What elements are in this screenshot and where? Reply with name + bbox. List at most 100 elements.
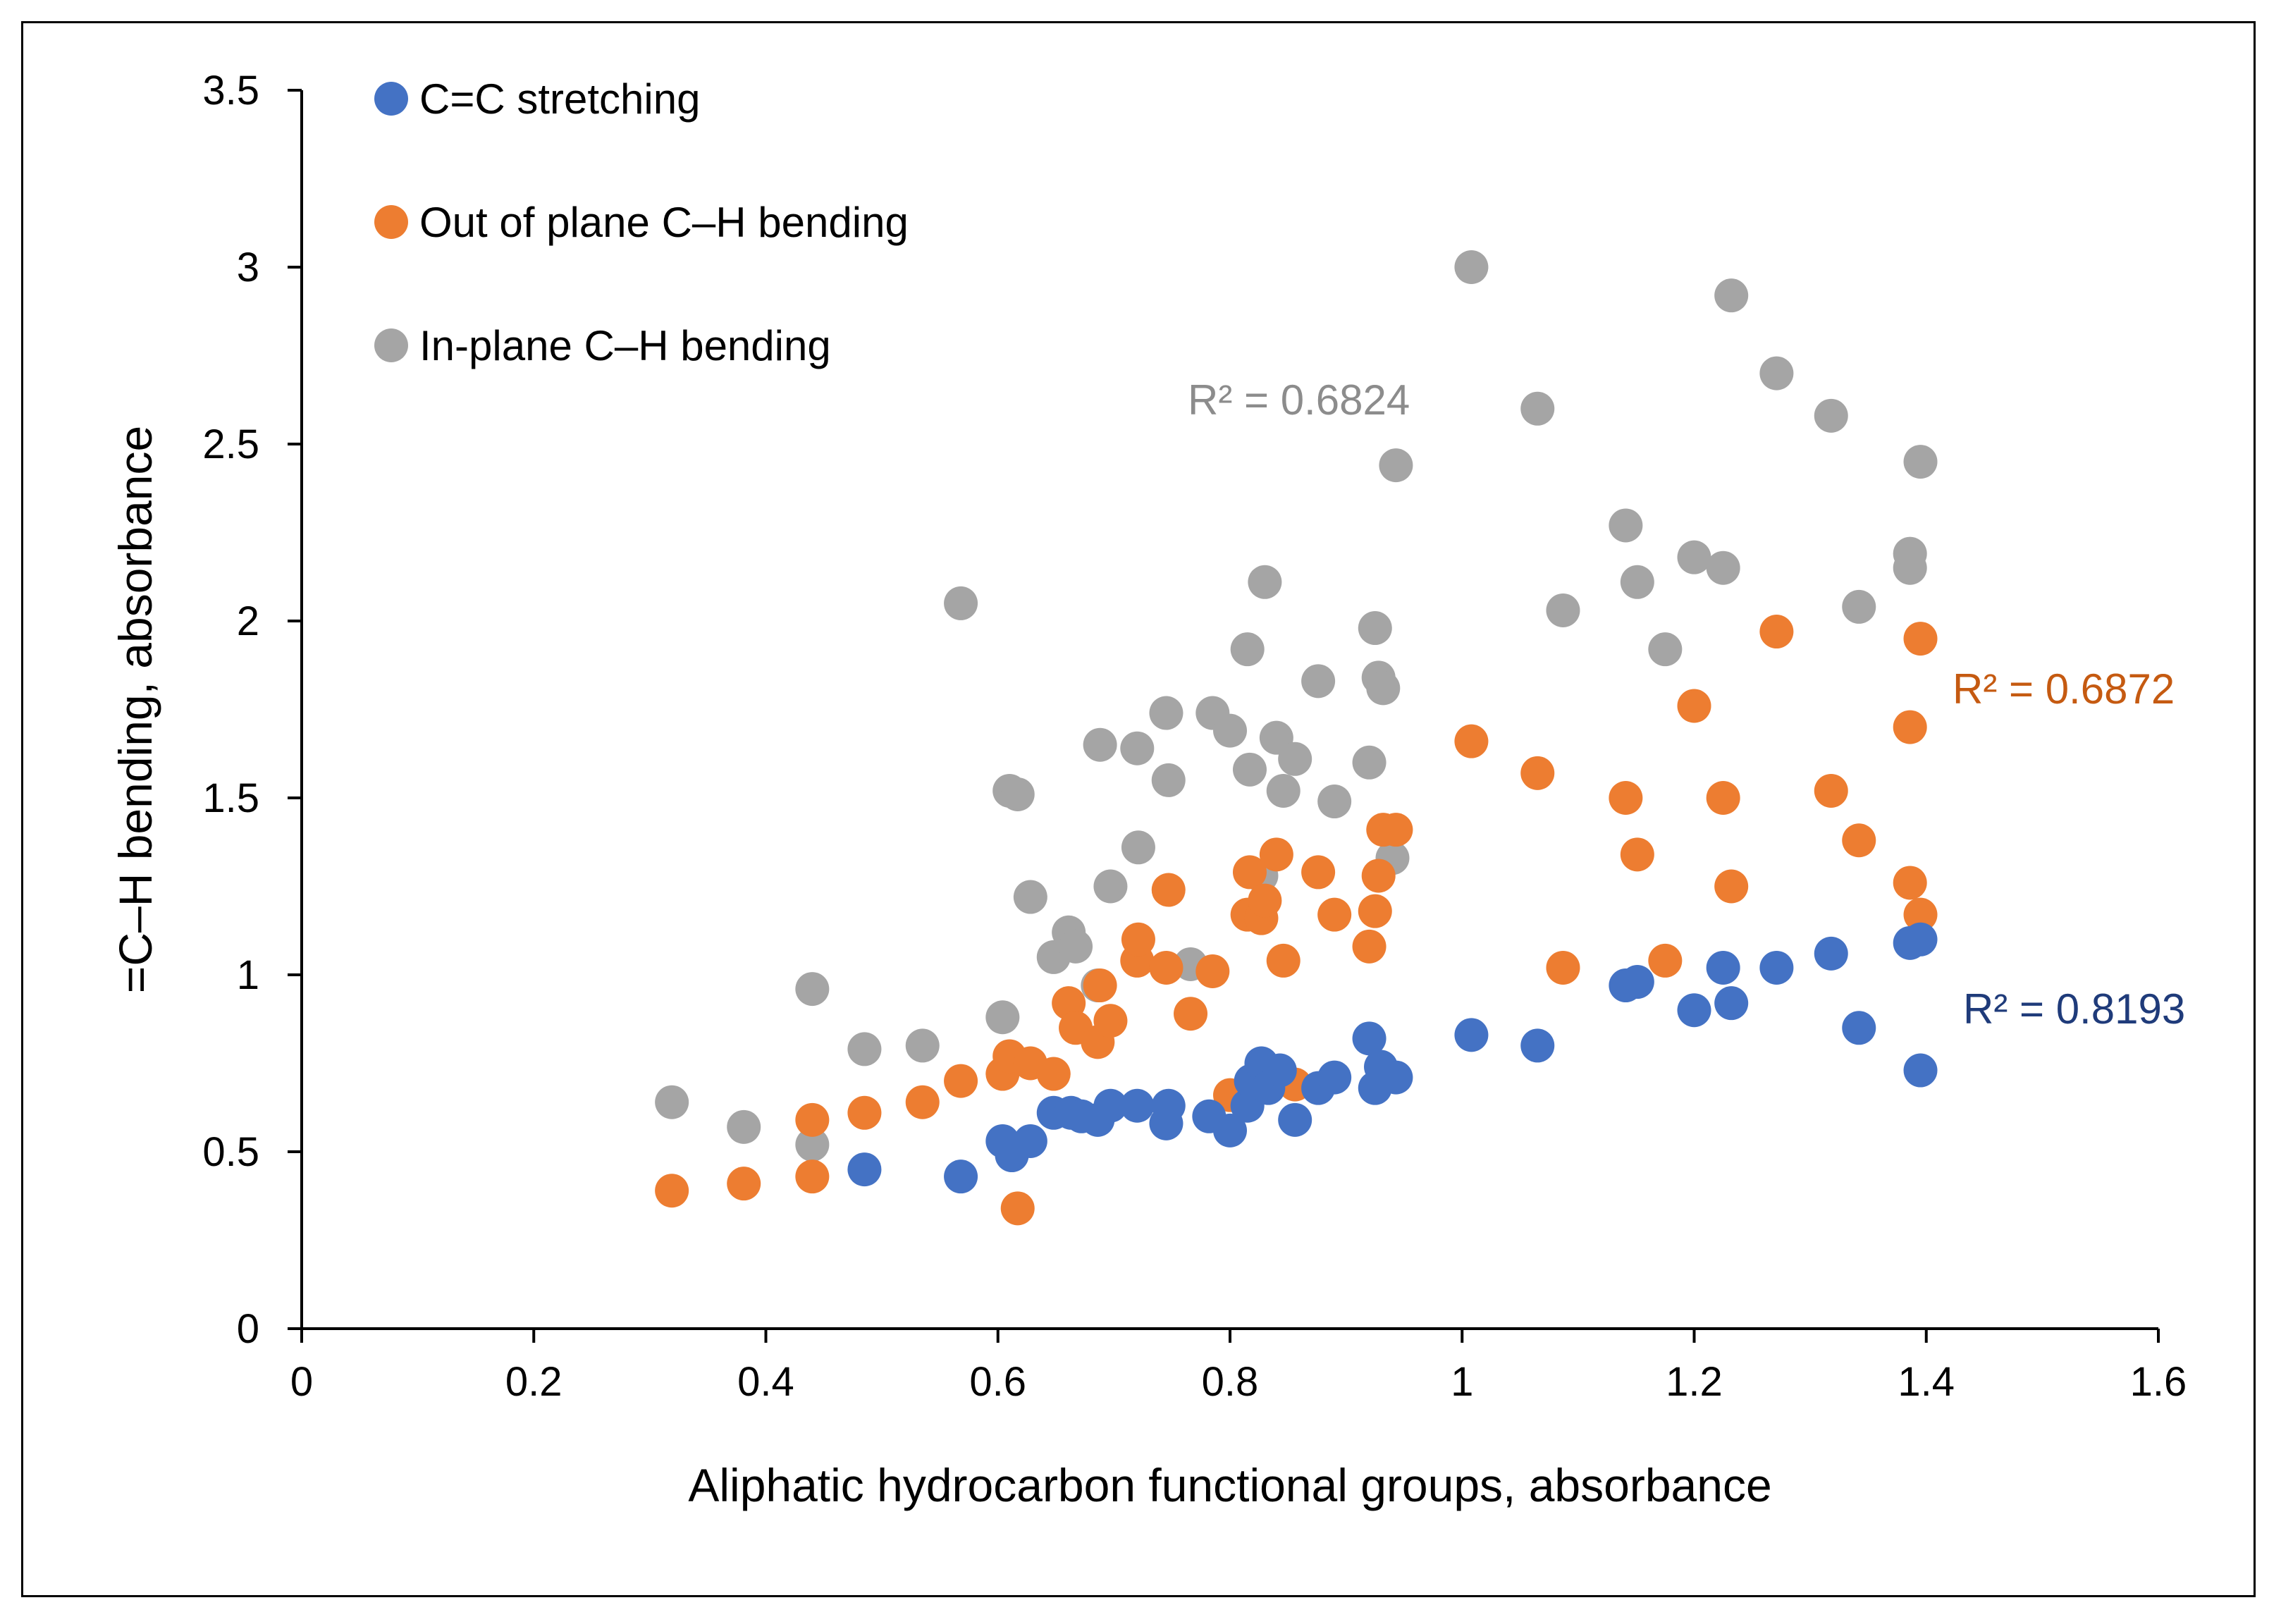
- data-point: [1259, 837, 1293, 872]
- data-point: [1093, 1088, 1128, 1123]
- data-point: [1361, 859, 1396, 893]
- data-point: [1620, 965, 1654, 999]
- data-point: [1352, 1021, 1387, 1056]
- data-point: [1706, 781, 1740, 815]
- data-point: [1677, 689, 1711, 723]
- data-point: [1248, 565, 1282, 599]
- data-point: [1195, 954, 1230, 988]
- data-point: [1893, 866, 1927, 900]
- data-point: [1266, 943, 1301, 978]
- data-point: [1903, 622, 1938, 656]
- data-point: [1232, 855, 1267, 890]
- legend-label: C=C stretching: [419, 75, 701, 123]
- data-point: [1903, 897, 1938, 932]
- data-point: [1149, 950, 1183, 985]
- data-point: [1093, 869, 1128, 904]
- data-point: [1546, 950, 1580, 985]
- data-point: [1266, 773, 1301, 808]
- y-tick-label: 3.5: [202, 68, 259, 113]
- data-point: [1301, 855, 1336, 890]
- legend-label: In-plane C–H bending: [419, 322, 831, 369]
- y-tick-label: 2: [237, 598, 259, 644]
- data-point: [1714, 986, 1749, 1021]
- data-point: [1317, 1060, 1352, 1095]
- data-point: [1036, 1057, 1071, 1091]
- data-point: [847, 1032, 882, 1066]
- data-point: [1893, 710, 1927, 744]
- series-0: [847, 922, 1938, 1194]
- x-tick-label: 1.2: [1666, 1359, 1723, 1405]
- tick-labels: 0 0.5 1 1.5 2 2.5 3 3.5 0 0.2 0.4 0.6 0.8 1 1.2 1.4 1.6: [202, 68, 2187, 1405]
- data-point: [1379, 1060, 1413, 1095]
- r2-label: R² = 0.6824: [1188, 376, 1410, 424]
- data-point: [1648, 943, 1683, 978]
- data-point: [847, 1095, 882, 1130]
- y-tick-label: 0: [237, 1306, 259, 1352]
- data-point: [1842, 823, 1876, 858]
- y-tick-label: 0.5: [202, 1129, 259, 1175]
- data-point: [1706, 950, 1740, 985]
- data-point: [985, 1000, 1020, 1035]
- data-point: [1706, 550, 1740, 585]
- data-point: [1358, 611, 1392, 646]
- data-point: [944, 1064, 978, 1098]
- data-point: [795, 1102, 830, 1137]
- data-point: [1903, 922, 1938, 956]
- data-point: [795, 1159, 830, 1194]
- data-point: [655, 1085, 689, 1119]
- data-point: [1059, 929, 1093, 964]
- data-point: [1842, 1011, 1876, 1045]
- data-point: [1352, 745, 1387, 780]
- legend-marker: [374, 205, 408, 239]
- data-point: [1093, 1004, 1128, 1038]
- data-point: [1121, 830, 1155, 865]
- data-points: [655, 250, 1938, 1226]
- data-point: [1648, 632, 1683, 667]
- x-tick-label: 1: [1451, 1359, 1473, 1405]
- data-point: [1151, 873, 1186, 907]
- data-point: [1454, 1018, 1489, 1052]
- data-point: [1366, 671, 1401, 706]
- data-point: [1121, 922, 1155, 956]
- data-point: [1352, 929, 1387, 964]
- data-point: [1317, 897, 1352, 932]
- data-point: [1083, 727, 1117, 762]
- legend-label: Out of plane C–H bending: [419, 199, 909, 246]
- y-tick-label: 3: [237, 245, 259, 290]
- data-point: [1248, 883, 1282, 918]
- data-point: [1174, 997, 1208, 1031]
- data-point: [1151, 1088, 1186, 1123]
- x-tick-label: 0.6: [969, 1359, 1026, 1405]
- data-point: [1278, 742, 1312, 776]
- data-point: [1120, 1088, 1155, 1123]
- legend: C=C stretching Out of plane C–H bending In…: [374, 75, 909, 369]
- data-point: [1379, 813, 1413, 847]
- chart-frame: [21, 21, 2256, 1597]
- series-2: [655, 250, 1938, 1162]
- x-tick-label: 0.2: [505, 1359, 562, 1405]
- data-point: [1013, 880, 1047, 914]
- y-tick-label: 2.5: [202, 422, 259, 467]
- data-point: [1358, 894, 1392, 928]
- y-tick-label: 1.5: [202, 775, 259, 821]
- series-1: [655, 615, 1938, 1226]
- y-tick-label: 1: [237, 952, 259, 998]
- data-point: [1903, 445, 1938, 479]
- data-point: [1546, 593, 1580, 627]
- data-point: [944, 586, 978, 620]
- x-tick-label: 1.4: [1898, 1359, 1955, 1405]
- data-point: [1842, 589, 1876, 624]
- legend-marker: [374, 82, 408, 116]
- data-point: [1714, 278, 1749, 313]
- y-axis-title: =C–H bending, absorbance: [109, 426, 161, 993]
- data-point: [1814, 773, 1848, 808]
- data-point: [1759, 615, 1794, 649]
- x-tick-label: 0.4: [737, 1359, 794, 1405]
- data-point: [1083, 968, 1117, 1003]
- data-point: [847, 1152, 882, 1187]
- data-point: [1677, 993, 1711, 1028]
- data-point: [727, 1109, 761, 1144]
- data-point: [1013, 1124, 1047, 1158]
- r2-label: R² = 0.8193: [1963, 985, 2185, 1033]
- data-point: [1893, 536, 1927, 571]
